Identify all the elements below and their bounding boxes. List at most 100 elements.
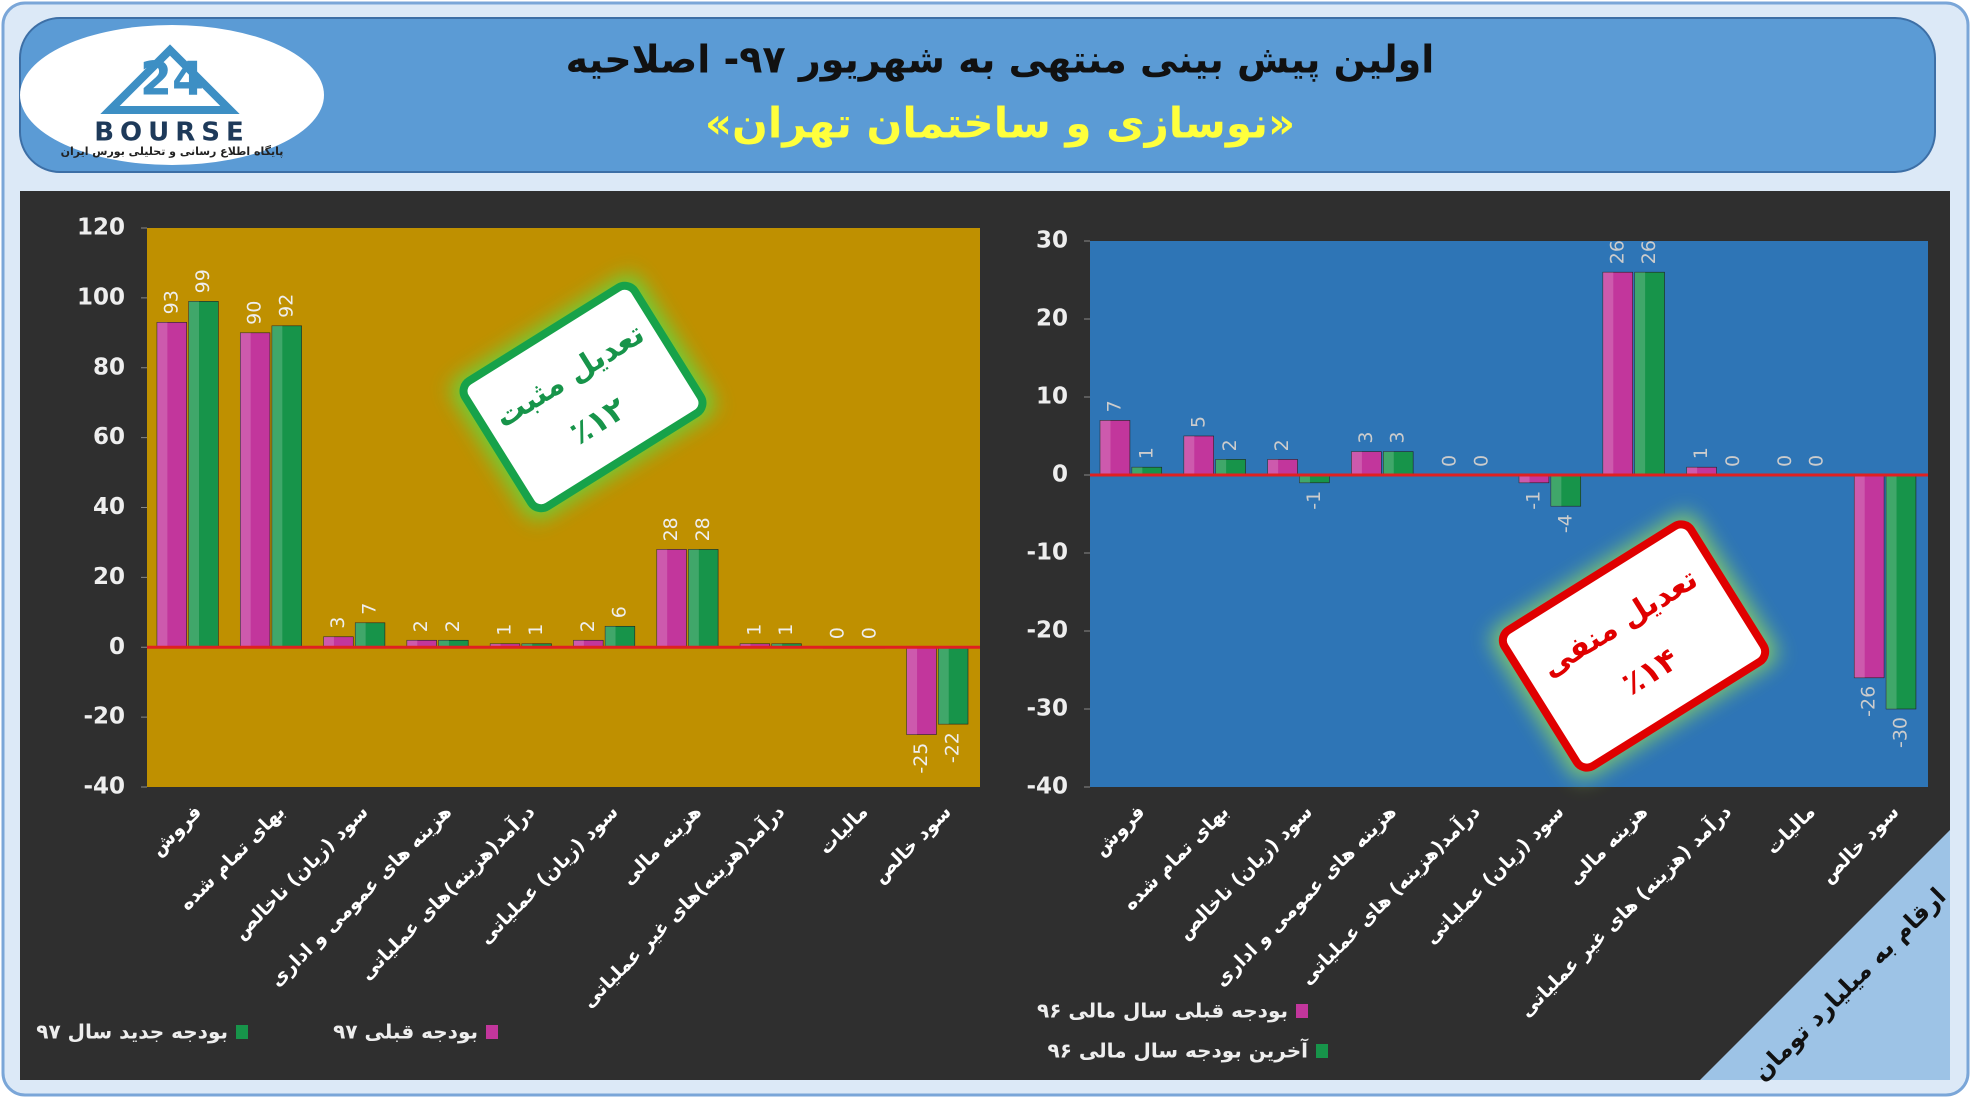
bar <box>1853 474 1885 679</box>
value-label: -1 <box>1303 491 1325 510</box>
bar-shade <box>656 549 668 648</box>
value-label: 3 <box>1355 432 1377 444</box>
bar-shade <box>740 643 751 648</box>
logo-bg <box>20 25 324 165</box>
bar-shade <box>771 643 783 648</box>
title: اولین پیش بینی منتهی به شهریور ۹۷- اصلاح… <box>566 38 1435 83</box>
y-tick-label: 0 <box>109 634 125 660</box>
bar <box>239 332 271 648</box>
bar-shade <box>1383 451 1394 475</box>
bar-shade <box>438 640 449 648</box>
value-label: 5 <box>1187 416 1209 428</box>
y-tick-label: 60 <box>93 424 125 450</box>
value-label: 93 <box>160 290 182 314</box>
value-label: 1 <box>525 624 547 636</box>
bar <box>354 622 386 648</box>
bar-shade <box>1886 475 1897 709</box>
value-label: -26 <box>1858 686 1880 717</box>
bar-shade <box>240 332 251 648</box>
bar-shade <box>1131 467 1143 475</box>
plot-area <box>1090 241 1928 787</box>
logo-tagline: پایگاه اطلاع رسانی و تحلیلی بورس ایران <box>61 145 284 158</box>
value-label: 2 <box>410 620 432 632</box>
value-label: 3 <box>1387 432 1409 444</box>
value-label: 1 <box>1135 447 1157 459</box>
badges: تعدیل مثبت ٪۱۲ تعدیل منفی ٪۱۴ <box>451 274 1778 779</box>
value-label: 0 <box>858 627 880 639</box>
value-label: 1 <box>775 624 797 636</box>
y-tick-label: 30 <box>1036 228 1068 254</box>
value-label: 28 <box>660 517 682 541</box>
bar-shade <box>1267 459 1279 475</box>
y-tick-label: 20 <box>1036 306 1068 332</box>
logo-name: BOURSE <box>94 118 250 148</box>
y-tick-label: -10 <box>1026 540 1068 566</box>
bar <box>1099 420 1131 476</box>
value-label: 0 <box>1806 455 1828 467</box>
bar <box>688 549 719 648</box>
bar-shade <box>1634 272 1646 475</box>
bar-shade <box>1100 420 1111 475</box>
legend-swatch <box>486 1025 498 1039</box>
y-tick-label: 0 <box>1052 462 1068 488</box>
value-label: 0 <box>1722 455 1744 467</box>
y-tick-label: 100 <box>77 284 125 310</box>
legend-label: بودجه جدید سال ۹۷ <box>36 1020 228 1044</box>
logo-number: 24 <box>140 52 204 106</box>
bar-shade <box>906 647 918 735</box>
subtitle: «نوسازی و ساختمان تهران» <box>705 99 1295 149</box>
bar <box>1885 474 1917 710</box>
value-label: 7 <box>359 603 381 615</box>
value-label: 1 <box>743 624 765 636</box>
bar <box>1550 474 1582 507</box>
bar-shade <box>490 643 501 648</box>
value-label: 0 <box>1774 455 1796 467</box>
value-label: 0 <box>827 627 849 639</box>
bar-shade <box>1550 475 1562 507</box>
bar-shade <box>573 640 584 648</box>
bar-shade <box>688 549 699 648</box>
value-label: 26 <box>1606 240 1628 264</box>
y-tick-label: 80 <box>93 354 125 380</box>
bar-shade <box>938 647 949 725</box>
value-label: 2 <box>442 620 464 632</box>
value-label: 90 <box>244 301 266 325</box>
bar-shade <box>1215 459 1227 475</box>
bar-shade <box>1602 272 1614 475</box>
bar-shade <box>406 640 418 648</box>
value-label: -22 <box>942 732 964 763</box>
y-tick-label: 10 <box>1036 384 1068 410</box>
legend-label: بودجه قبلی سال مالی ۹۶ <box>1037 999 1288 1023</box>
value-label: -30 <box>1890 717 1912 748</box>
y-tick-label: 40 <box>93 494 125 520</box>
bar-shade <box>1183 436 1195 475</box>
y-tick-label: -20 <box>1026 618 1068 644</box>
bar-shade <box>1519 475 1530 483</box>
bar-shade <box>1299 475 1310 483</box>
y-tick-label: 20 <box>93 564 125 590</box>
value-label: 2 <box>577 620 599 632</box>
bar-shade <box>521 643 533 648</box>
y-tick-label: -40 <box>83 774 125 800</box>
y-tick-label: -30 <box>1026 696 1068 722</box>
legend-swatch <box>236 1025 248 1039</box>
bar-shade <box>605 626 616 648</box>
bar-shade <box>1351 451 1362 475</box>
bar-shade <box>156 322 168 648</box>
y-tick-label: -40 <box>1026 774 1068 800</box>
badge-box <box>459 281 707 513</box>
bar-shade <box>323 636 334 648</box>
value-label: 99 <box>192 269 214 293</box>
bar <box>156 322 187 648</box>
bar-shade <box>355 622 366 648</box>
value-label: -1 <box>1522 491 1544 510</box>
bar <box>271 325 302 648</box>
y-tick-label: 120 <box>77 215 125 241</box>
badge-box <box>1498 520 1770 772</box>
value-label: 6 <box>608 606 630 618</box>
bar-shade <box>188 301 200 648</box>
bar-shade <box>1854 475 1865 678</box>
value-label: 3 <box>327 617 349 629</box>
legend-swatch <box>1316 1044 1328 1058</box>
